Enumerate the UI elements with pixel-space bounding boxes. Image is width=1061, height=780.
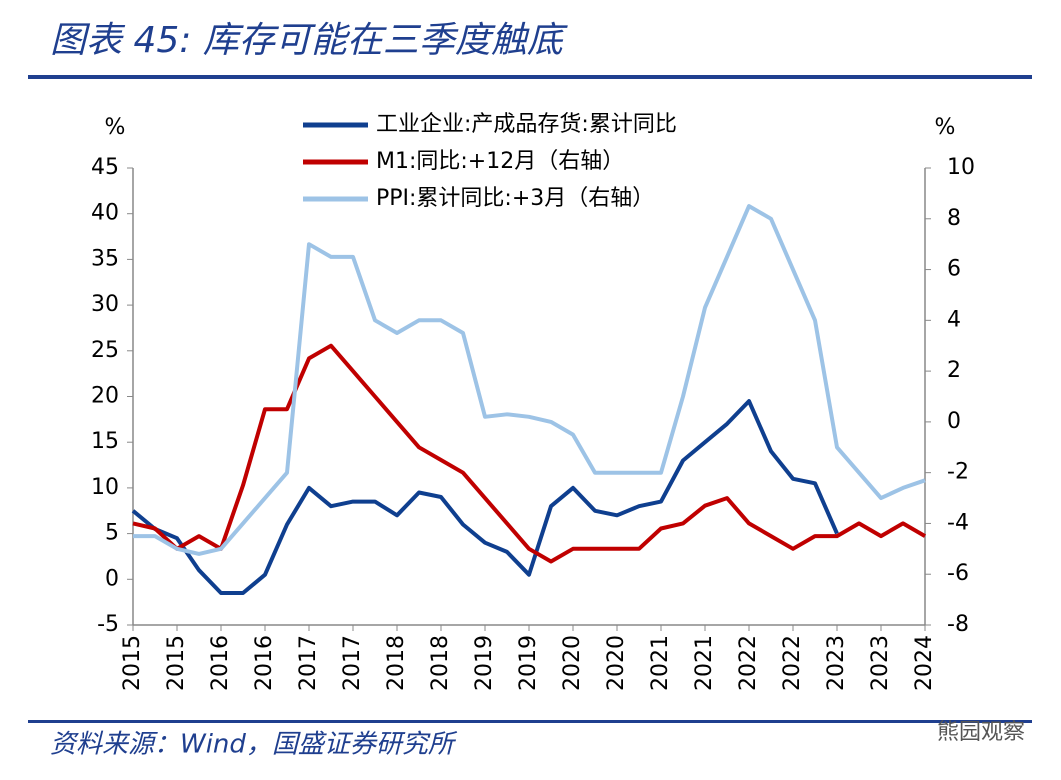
x-tick-label: 2022 (780, 635, 805, 691)
y-unit: % (105, 115, 126, 140)
series-line (132, 343, 926, 564)
x-tick-label: 2021 (648, 635, 673, 691)
x-tick-label: 2023 (824, 635, 849, 691)
x-tick-label: 2019 (516, 635, 541, 691)
x-tick-label: 2015 (120, 635, 145, 691)
y2-tick-label: -2 (947, 460, 969, 485)
x-tick-label: 2016 (252, 635, 277, 691)
y2-unit: % (935, 115, 956, 140)
x-tick-label: 2018 (384, 635, 409, 691)
y2-tick-label: -8 (947, 612, 969, 637)
y-tick-label: 40 (91, 201, 119, 226)
y2-tick-label: -4 (947, 510, 969, 535)
y-tick-label: 15 (91, 429, 119, 454)
x-tick-label: 2016 (208, 635, 233, 691)
y-tick-label: 30 (91, 292, 119, 317)
source: 资料来源：Wind，国盛证券研究所 (50, 730, 458, 760)
x-tick-label: 2022 (736, 635, 761, 691)
y2-tick-label: 6 (947, 257, 961, 282)
y-tick-label: 5 (105, 521, 119, 546)
y2-tick-label: 0 (947, 409, 961, 434)
y-tick-label: 35 (91, 246, 119, 271)
x-tick-label: 2015 (164, 635, 189, 691)
y2-tick-label: 8 (947, 206, 961, 231)
y2-tick-label: 10 (947, 155, 975, 180)
x-tick-label: 2017 (340, 635, 365, 691)
title-rule (28, 75, 1032, 79)
legend-label: M1:同比:+12月（右轴） (376, 149, 624, 174)
x-tick-label: 2020 (560, 635, 585, 691)
y2-tick-label: 2 (947, 358, 961, 383)
y-tick-label: 45 (91, 155, 119, 180)
watermark: 熊园观察 (937, 720, 1025, 745)
y2-tick-label: -6 (947, 561, 969, 586)
y2-tick-label: 4 (947, 307, 961, 332)
y-tick-label: 25 (91, 338, 119, 363)
x-tick-label: 2021 (692, 635, 717, 691)
series-line (133, 204, 926, 556)
y-tick-label: -5 (97, 612, 119, 637)
x-tick-label: 2024 (912, 635, 937, 691)
y-tick-label: 0 (105, 566, 119, 591)
x-tick-label: 2018 (428, 635, 453, 691)
y-tick-label: 20 (91, 384, 119, 409)
source-rule (28, 720, 1032, 723)
series-line (131, 399, 839, 595)
legend-label: PPI:累计同比:+3月（右轴） (376, 186, 654, 211)
x-tick-label: 2020 (604, 635, 629, 691)
x-tick-label: 2023 (868, 635, 893, 691)
x-tick-label: 2017 (296, 635, 321, 691)
legend-label: 工业企业:产成品存货:累计同比 (376, 112, 677, 137)
x-tick-label: 2019 (472, 635, 497, 691)
y-tick-label: 10 (91, 475, 119, 500)
chart-title: 图表 45: 库存可能在三季度触底 (50, 20, 568, 61)
